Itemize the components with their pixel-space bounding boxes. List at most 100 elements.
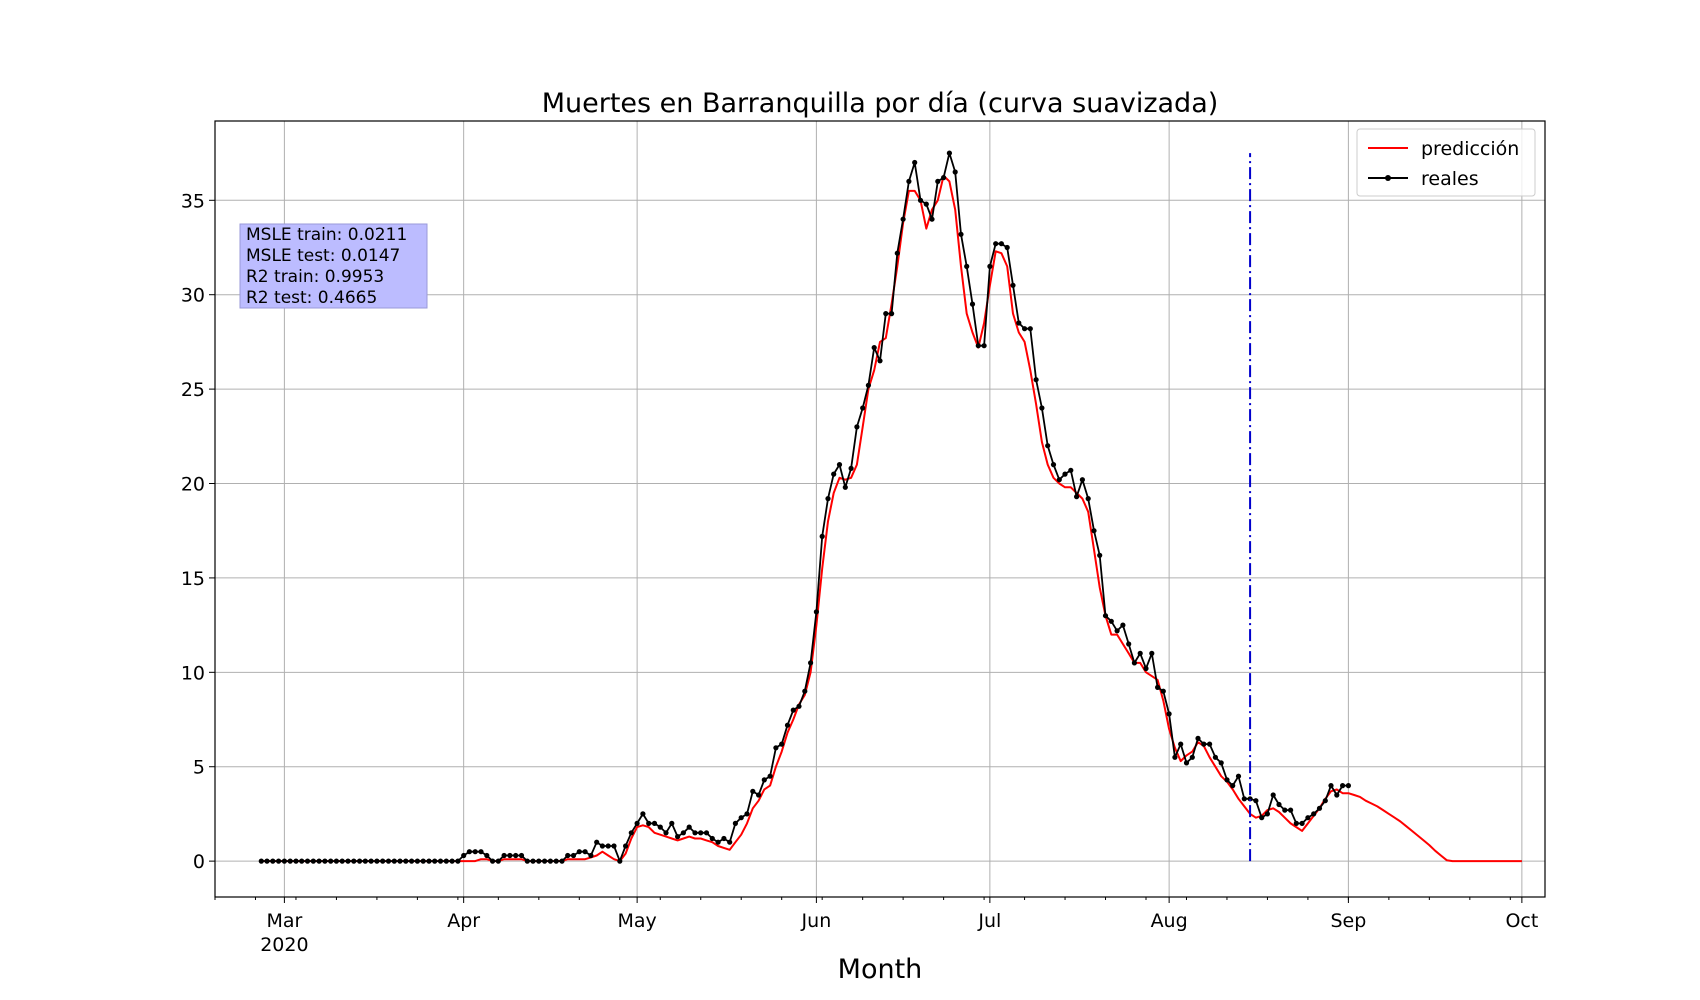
point-reales [640,811,646,817]
point-reales [1062,471,1068,477]
point-reales [1264,811,1270,817]
point-reales [721,835,727,842]
point-reales [1334,792,1340,798]
point-reales [1241,796,1247,802]
point-reales [1212,754,1218,760]
point-reales [1022,326,1028,332]
legend-label-prediccion: predicción [1421,138,1519,160]
point-reales [403,858,409,864]
point-reales [1183,760,1190,766]
point-reales [1137,650,1143,657]
x-tick-label: Mar [266,910,302,932]
point-reales [1039,405,1045,411]
point-reales [964,263,970,269]
point-reales [773,745,779,751]
point-reales [1345,783,1351,789]
point-reales [333,858,339,864]
point-reales [409,858,415,864]
point-reales [894,250,900,256]
point-reales [570,852,577,859]
point-reales [732,820,739,827]
point-reales [1253,798,1259,804]
point-reales [865,382,872,388]
point-reales [1259,815,1265,821]
point-reales [304,858,311,864]
point-reales [1102,613,1109,619]
point-reales [1079,477,1085,483]
point-reales [1149,650,1155,657]
point-reales [484,852,490,859]
metrics-line-r2-test: R2 test: 0.4665 [246,288,377,308]
point-reales [1045,443,1051,449]
point-reales [981,343,987,349]
point-reales [900,216,906,222]
point-reales [1033,377,1039,383]
point-reales [1276,801,1282,808]
point-reales [518,852,525,859]
point-reales [542,858,548,864]
point-reales [530,858,536,864]
point-reales [1068,467,1074,473]
series [258,150,1522,864]
x-tick-label: May [617,910,656,932]
point-reales [1224,777,1230,783]
point-reales [299,858,305,864]
legend-frame [1356,128,1536,197]
point-reales [466,849,472,855]
point-reales [293,858,299,864]
point-reales [1056,477,1062,483]
point-reales [449,858,455,864]
point-reales [1328,783,1334,789]
point-reales [380,858,386,864]
point-reales [270,858,276,864]
point-reales [1091,528,1097,534]
point-reales [779,741,785,747]
point-reales [923,201,929,207]
point-reales [1027,326,1033,332]
point-reales [420,858,426,864]
point-reales [391,858,397,864]
point-reales [1166,711,1172,717]
point-reales [1195,735,1201,742]
point-reales [432,858,438,864]
point-reales [703,830,710,836]
point-reales [1131,660,1137,666]
point-reales [657,824,663,830]
point-reales [281,858,287,864]
point-reales [842,484,848,490]
point-reales [1311,811,1317,817]
metrics-box-background [239,223,428,309]
point-reales [576,849,582,855]
point-reales [322,858,328,864]
x-tick-label: Jun [801,910,832,932]
point-reales [634,820,640,827]
point-reales [1172,754,1178,760]
point-reales [362,858,368,864]
point-reales [328,858,334,864]
point-reales [1288,807,1294,813]
point-reales [744,811,750,817]
point-reales [1143,665,1149,672]
point-reales [917,197,924,203]
point-reales [368,858,374,864]
y-tick-label: 30 [181,285,205,307]
metrics-line-msle-test: MSLE test: 0.0147 [246,246,400,266]
point-reales [952,169,958,175]
point-reales [524,858,530,864]
y-tick-label: 25 [181,379,205,401]
point-reales [594,839,600,845]
plot-frame [214,120,1546,898]
point-reales [547,858,554,864]
point-reales [813,609,820,615]
point-reales [1108,618,1114,624]
y-tick-label: 15 [181,568,205,590]
point-reales [605,843,611,849]
point-reales [912,159,918,166]
point-reales [310,858,316,864]
point-reales [623,843,629,849]
point-reales [1120,622,1126,628]
point-reales [935,178,941,184]
point-reales [1270,792,1276,798]
point-reales [611,843,617,849]
